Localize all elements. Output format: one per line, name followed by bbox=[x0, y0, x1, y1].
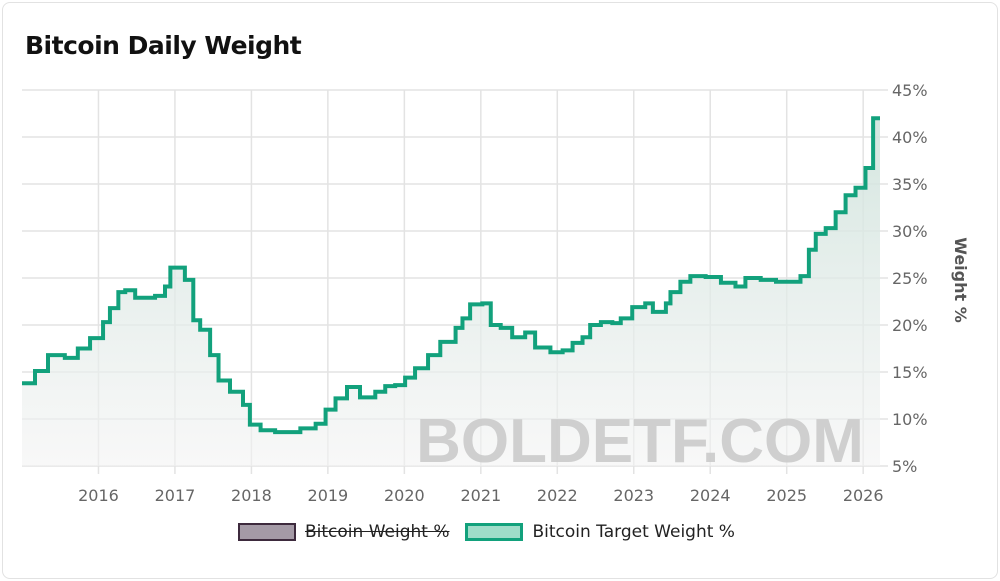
y-tick-label: 30% bbox=[892, 222, 928, 241]
y-axis-label: Weight % bbox=[951, 237, 970, 323]
legend-item-bitcoin-weight[interactable]: Bitcoin Weight % bbox=[238, 522, 449, 542]
legend-swatch-bitcoin-weight bbox=[238, 523, 296, 541]
y-tick-label: 45% bbox=[892, 81, 928, 100]
x-tick-label: 2026 bbox=[843, 486, 884, 505]
y-tick-label: 10% bbox=[892, 410, 928, 429]
legend: Bitcoin Weight % Bitcoin Target Weight % bbox=[238, 522, 751, 542]
x-tick-label: 2023 bbox=[613, 486, 654, 505]
x-tick-label: 2020 bbox=[384, 486, 425, 505]
x-tick-label: 2025 bbox=[766, 486, 807, 505]
y-tick-label: 5% bbox=[892, 457, 917, 476]
watermark: BOLDETF.COM bbox=[416, 407, 864, 476]
x-tick-label: 2018 bbox=[231, 486, 272, 505]
y-tick-label: 35% bbox=[892, 175, 928, 194]
legend-label-bitcoin-weight: Bitcoin Weight % bbox=[305, 522, 450, 542]
y-tick-label: 15% bbox=[892, 363, 928, 382]
legend-item-bitcoin-target-weight[interactable]: Bitcoin Target Weight % bbox=[465, 522, 735, 542]
series-area-fill bbox=[22, 118, 880, 466]
x-tick-label: 2024 bbox=[690, 486, 731, 505]
legend-label-bitcoin-target-weight: Bitcoin Target Weight % bbox=[532, 522, 735, 542]
x-tick-label: 2022 bbox=[537, 486, 578, 505]
x-tick-label: 2017 bbox=[155, 486, 196, 505]
legend-swatch-bitcoin-target-weight bbox=[465, 523, 524, 541]
x-tick-label: 2016 bbox=[78, 486, 119, 505]
x-tick-label: 2019 bbox=[308, 486, 349, 505]
y-tick-label: 20% bbox=[892, 316, 928, 335]
x-tick-label: 2021 bbox=[460, 486, 501, 505]
chart-title: Bitcoin Daily Weight bbox=[25, 31, 302, 60]
y-tick-label: 40% bbox=[892, 128, 928, 147]
y-tick-label: 25% bbox=[892, 269, 928, 288]
series-line-bitcoin-target-weight[interactable] bbox=[22, 116, 880, 435]
